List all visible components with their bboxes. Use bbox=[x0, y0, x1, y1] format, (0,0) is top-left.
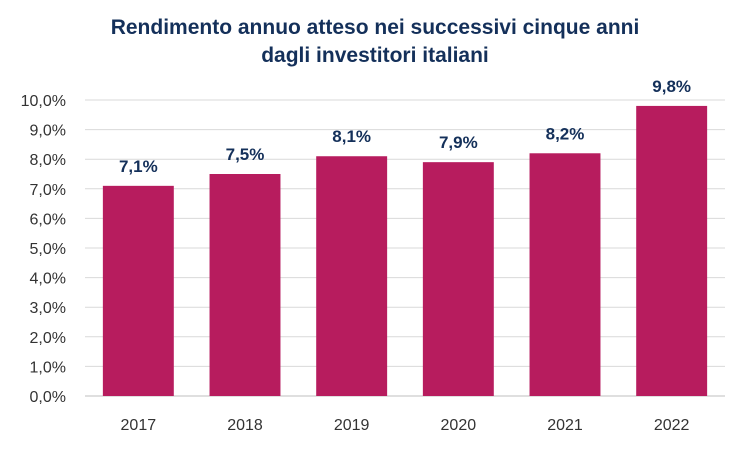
bar-2021 bbox=[529, 153, 601, 396]
y-tick-label: 6,0% bbox=[30, 211, 66, 228]
chart-title-line-1: Rendimento annuo atteso nei successivi c… bbox=[110, 16, 640, 39]
bars bbox=[102, 105, 708, 397]
x-tick-label: 2021 bbox=[547, 417, 583, 434]
bar-2022 bbox=[636, 105, 708, 397]
chart-title-line-2: dagli investitori italiani bbox=[261, 44, 489, 67]
y-tick-label: 2,0% bbox=[30, 330, 66, 347]
y-tick-label: 3,0% bbox=[30, 300, 66, 317]
bar-2018 bbox=[209, 174, 281, 396]
chart-title: Rendimento annuo atteso nei successivi c… bbox=[0, 14, 750, 70]
x-tick-label: 2017 bbox=[121, 417, 157, 434]
y-axis-tick-labels: 0,0% 1,0% 2,0% 3,0% 4,0% 5,0% 6,0% 7,0% 8,0% 9,0%… bbox=[21, 93, 66, 406]
data-label-2022: 9,8% bbox=[652, 77, 691, 96]
gridlines bbox=[85, 99, 725, 397]
x-tick-label: 2018 bbox=[227, 417, 263, 434]
data-label-2018: 7,5% bbox=[226, 145, 265, 164]
y-tick-label: 9,0% bbox=[30, 123, 66, 140]
data-label-2021: 8,2% bbox=[546, 124, 585, 143]
data-labels: 7,1% 7,5% 8,1% 7,9% 8,2% 9,8% bbox=[119, 77, 691, 176]
y-tick-label: 5,0% bbox=[30, 241, 66, 258]
y-tick-label: 10,0% bbox=[21, 93, 66, 110]
data-label-2020: 7,9% bbox=[439, 133, 478, 152]
x-tick-label: 2019 bbox=[334, 417, 370, 434]
x-tick-label: 2022 bbox=[654, 417, 690, 434]
bar-2017 bbox=[102, 185, 174, 396]
y-tick-label: 4,0% bbox=[30, 271, 66, 288]
data-label-2019: 8,1% bbox=[332, 127, 371, 146]
x-tick-label: 2020 bbox=[441, 417, 477, 434]
bar-2020 bbox=[422, 162, 494, 396]
y-tick-label: 0,0% bbox=[30, 389, 66, 406]
data-label-2017: 7,1% bbox=[119, 157, 158, 176]
x-axis-tick-labels: 2017 2018 2019 2020 2021 2022 bbox=[121, 417, 690, 434]
y-tick-label: 1,0% bbox=[30, 359, 66, 376]
bar-2019 bbox=[316, 156, 388, 396]
y-tick-label: 8,0% bbox=[30, 152, 66, 169]
y-tick-label: 7,0% bbox=[30, 182, 66, 199]
